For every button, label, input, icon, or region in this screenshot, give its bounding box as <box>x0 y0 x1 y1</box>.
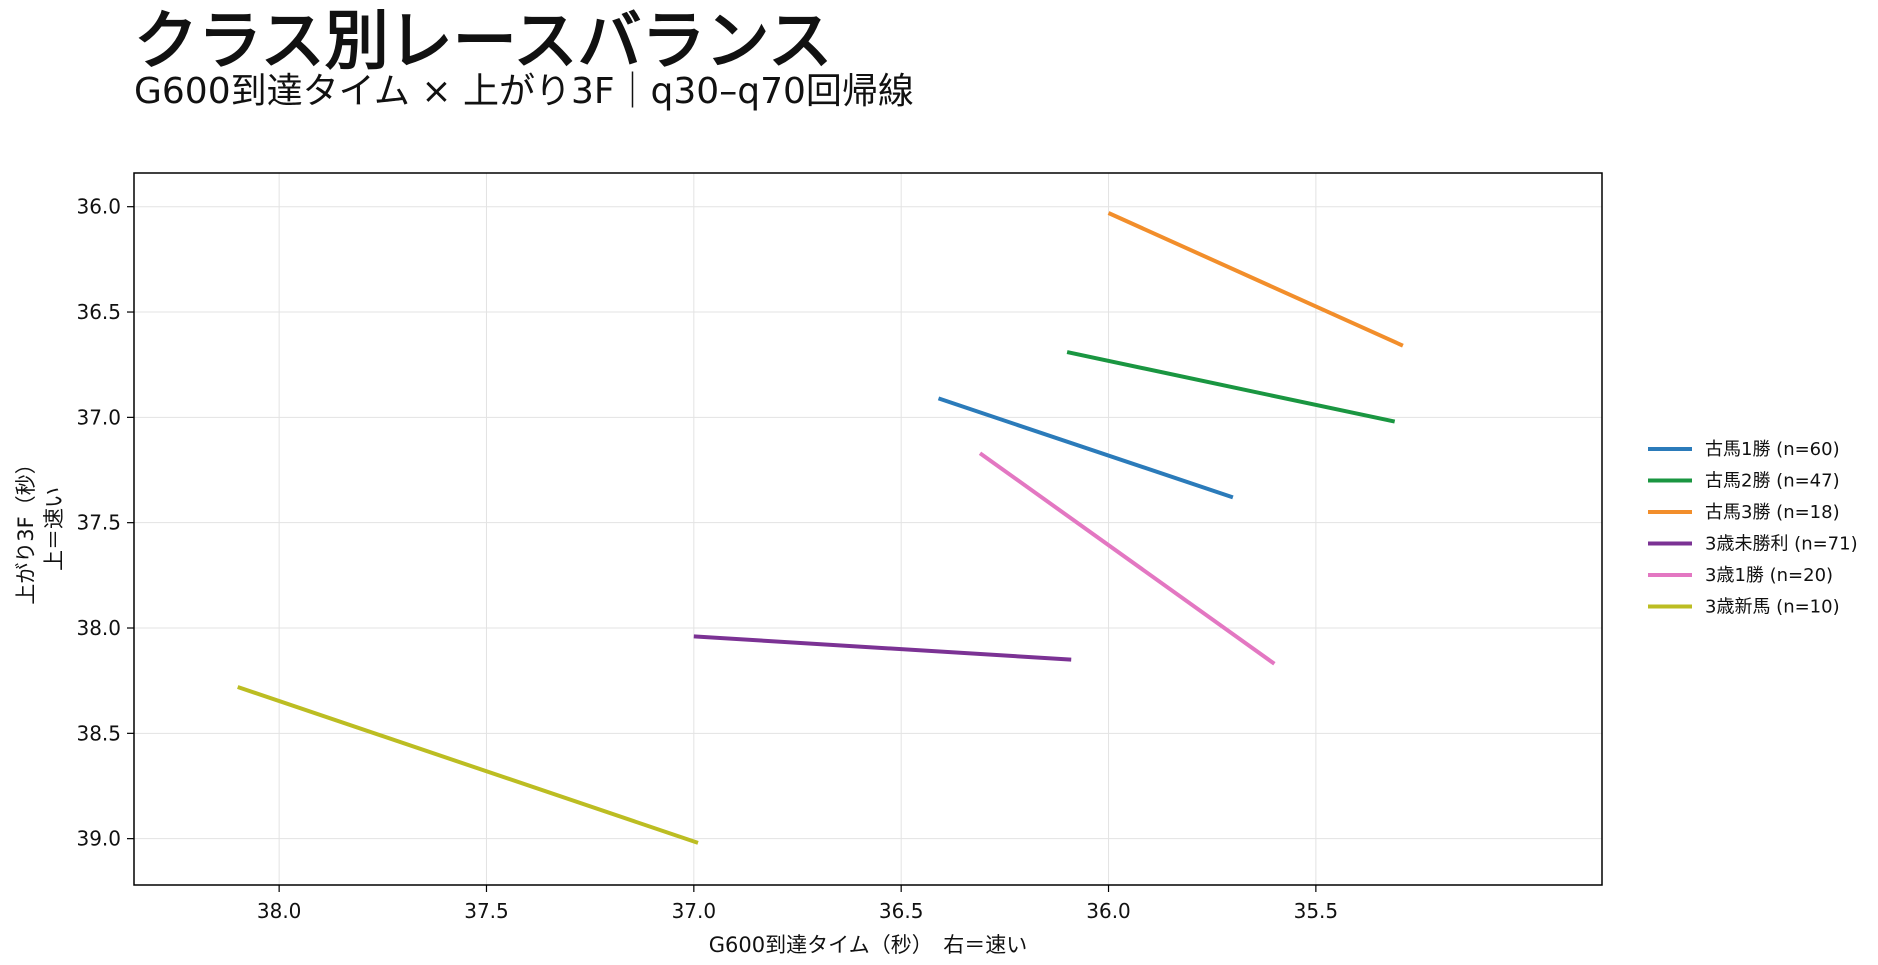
chart-subtitle: G600到達タイム × 上がり3F｜q30–q70回帰線 <box>134 71 914 112</box>
x-tick-label: 36.0 <box>1086 899 1131 923</box>
x-axis-label: G600到達タイム（秒） 右＝速い <box>709 933 1027 957</box>
series-line-0 <box>937 396 1234 500</box>
grid-lines <box>134 173 1602 885</box>
y-tick-label: 38.0 <box>76 616 121 640</box>
x-tick-label: 37.0 <box>672 899 717 923</box>
plot-frame <box>133 172 1603 886</box>
series-line-3 <box>693 634 1072 662</box>
x-tick-label: 36.5 <box>879 899 924 923</box>
y-tick-label: 38.5 <box>76 721 121 745</box>
legend-entry: 3歳未勝利 (n=71) <box>1705 534 1858 555</box>
series-line-2 <box>1107 211 1404 348</box>
series-layer <box>237 211 1404 845</box>
series-line-5 <box>237 685 699 845</box>
legend-entry: 古馬2勝 (n=47) <box>1705 471 1840 492</box>
series-line-1 <box>1066 350 1396 424</box>
x-tick-label: 38.0 <box>257 899 302 923</box>
y-axis-label: 上がり3F（秒） <box>14 453 38 604</box>
y-axis-label-note: 上＝速い <box>42 487 66 571</box>
chart-title: クラス別レースバランス <box>134 5 833 79</box>
legend-entry: 3歳新馬 (n=10) <box>1705 597 1840 618</box>
y-tick-label: 39.0 <box>76 827 121 851</box>
y-tick-label: 37.0 <box>76 405 121 429</box>
legend-entry: 古馬3勝 (n=18) <box>1705 502 1840 523</box>
series-line-4 <box>978 451 1276 666</box>
y-tick-label: 36.5 <box>76 300 121 324</box>
x-tick-label: 37.5 <box>464 899 509 923</box>
legend: 古馬1勝 (n=60) 古馬2勝 (n=47) 古馬3勝 (n=18) 3歳未勝利 (… <box>1648 439 1858 618</box>
tick-layer: 38.0 37.5 37.0 36.5 36.0 35.5 36.0 36.5 37.0 37.5… <box>76 195 1338 923</box>
legend-entry: 古馬1勝 (n=60) <box>1705 439 1840 460</box>
legend-entry: 3歳1勝 (n=20) <box>1705 565 1833 586</box>
x-tick-label: 35.5 <box>1294 899 1339 923</box>
y-tick-label: 37.5 <box>76 511 121 535</box>
y-tick-label: 36.0 <box>76 195 121 219</box>
